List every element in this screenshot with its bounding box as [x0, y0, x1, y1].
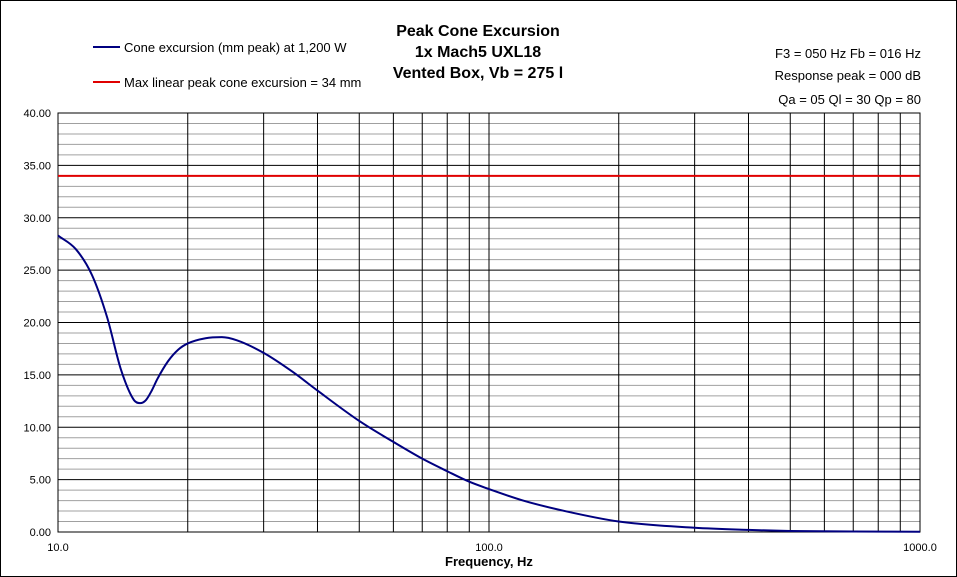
y-tick-label: 35.00	[23, 160, 51, 172]
y-tick-label: 0.00	[30, 527, 51, 539]
legend: Cone excursion (mm peak) at 1,200 W Max …	[93, 40, 361, 90]
legend-label-cone-excursion: Cone excursion (mm peak) at 1,200 W	[124, 40, 347, 55]
series-cone-excursion-line	[57, 234, 921, 533]
y-tick-label: 10.00	[23, 422, 51, 434]
plot-area	[57, 112, 921, 533]
chart-title-line-3: Vented Box, Vb = 275 l	[393, 65, 563, 82]
grid	[58, 113, 920, 532]
annotation-response-peak: Response peak = 000 dB	[775, 68, 921, 83]
y-tick-label: 15.00	[23, 370, 51, 382]
x-tick-label: 100.0	[475, 542, 503, 554]
chart-title-line-1: Peak Cone Excursion	[396, 23, 560, 40]
y-tick-label: 25.00	[23, 265, 51, 277]
annotation-f3-fb: F3 = 050 Hz Fb = 016 Hz	[775, 46, 921, 61]
series-group	[57, 174, 921, 533]
y-tick-label: 20.00	[23, 318, 51, 330]
y-tick-label: 40.00	[23, 108, 51, 120]
annotation-q-values: Qa = 05 Ql = 30 Qp = 80	[778, 92, 921, 107]
tick-labels: 0.00 5.00 10.00 15.00 20.00 25.00 30.00 35.00 40…	[23, 108, 936, 554]
legend-label-max-linear: Max linear peak cone excursion = 34 mm	[124, 75, 361, 90]
x-tick-label: 10.0	[47, 542, 68, 554]
chart-title-line-2: 1x Mach5 UXL18	[415, 44, 541, 61]
y-tick-label: 5.00	[30, 475, 51, 487]
y-tick-label: 30.00	[23, 213, 51, 225]
x-axis-label: Frequency, Hz	[445, 554, 533, 569]
x-tick-label: 1000.0	[903, 542, 937, 554]
